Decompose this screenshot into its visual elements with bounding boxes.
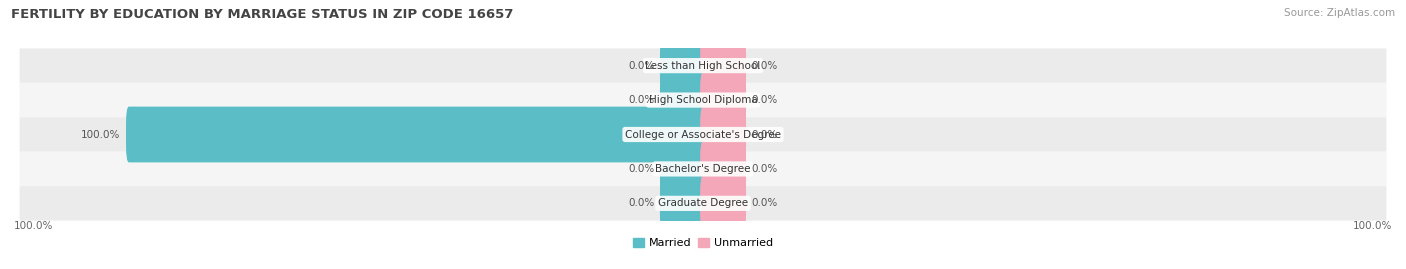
Text: 0.0%: 0.0% [628, 164, 654, 174]
FancyBboxPatch shape [20, 48, 1386, 83]
Text: 100.0%: 100.0% [14, 221, 53, 231]
FancyBboxPatch shape [659, 141, 706, 197]
FancyBboxPatch shape [659, 38, 706, 94]
FancyBboxPatch shape [20, 152, 1386, 186]
Text: 0.0%: 0.0% [628, 95, 654, 105]
Text: 0.0%: 0.0% [628, 61, 654, 71]
Text: 100.0%: 100.0% [1353, 221, 1392, 231]
Text: FERTILITY BY EDUCATION BY MARRIAGE STATUS IN ZIP CODE 16657: FERTILITY BY EDUCATION BY MARRIAGE STATU… [11, 8, 513, 21]
FancyBboxPatch shape [127, 107, 706, 162]
Text: 100.0%: 100.0% [82, 129, 121, 140]
Text: College or Associate's Degree: College or Associate's Degree [626, 129, 780, 140]
FancyBboxPatch shape [659, 175, 706, 231]
Text: Less than High School: Less than High School [645, 61, 761, 71]
Text: High School Diploma: High School Diploma [648, 95, 758, 105]
FancyBboxPatch shape [700, 141, 747, 197]
FancyBboxPatch shape [659, 72, 706, 128]
Text: Graduate Degree: Graduate Degree [658, 198, 748, 208]
FancyBboxPatch shape [20, 117, 1386, 152]
Text: 0.0%: 0.0% [752, 61, 778, 71]
Legend: Married, Unmarried: Married, Unmarried [628, 234, 778, 253]
Text: 0.0%: 0.0% [752, 164, 778, 174]
FancyBboxPatch shape [700, 107, 747, 162]
Text: 0.0%: 0.0% [752, 198, 778, 208]
Text: 0.0%: 0.0% [752, 95, 778, 105]
Text: 0.0%: 0.0% [628, 198, 654, 208]
FancyBboxPatch shape [20, 186, 1386, 221]
Text: Bachelor's Degree: Bachelor's Degree [655, 164, 751, 174]
Text: 0.0%: 0.0% [752, 129, 778, 140]
FancyBboxPatch shape [20, 83, 1386, 117]
FancyBboxPatch shape [700, 175, 747, 231]
FancyBboxPatch shape [700, 38, 747, 94]
FancyBboxPatch shape [700, 72, 747, 128]
Text: Source: ZipAtlas.com: Source: ZipAtlas.com [1284, 8, 1395, 18]
